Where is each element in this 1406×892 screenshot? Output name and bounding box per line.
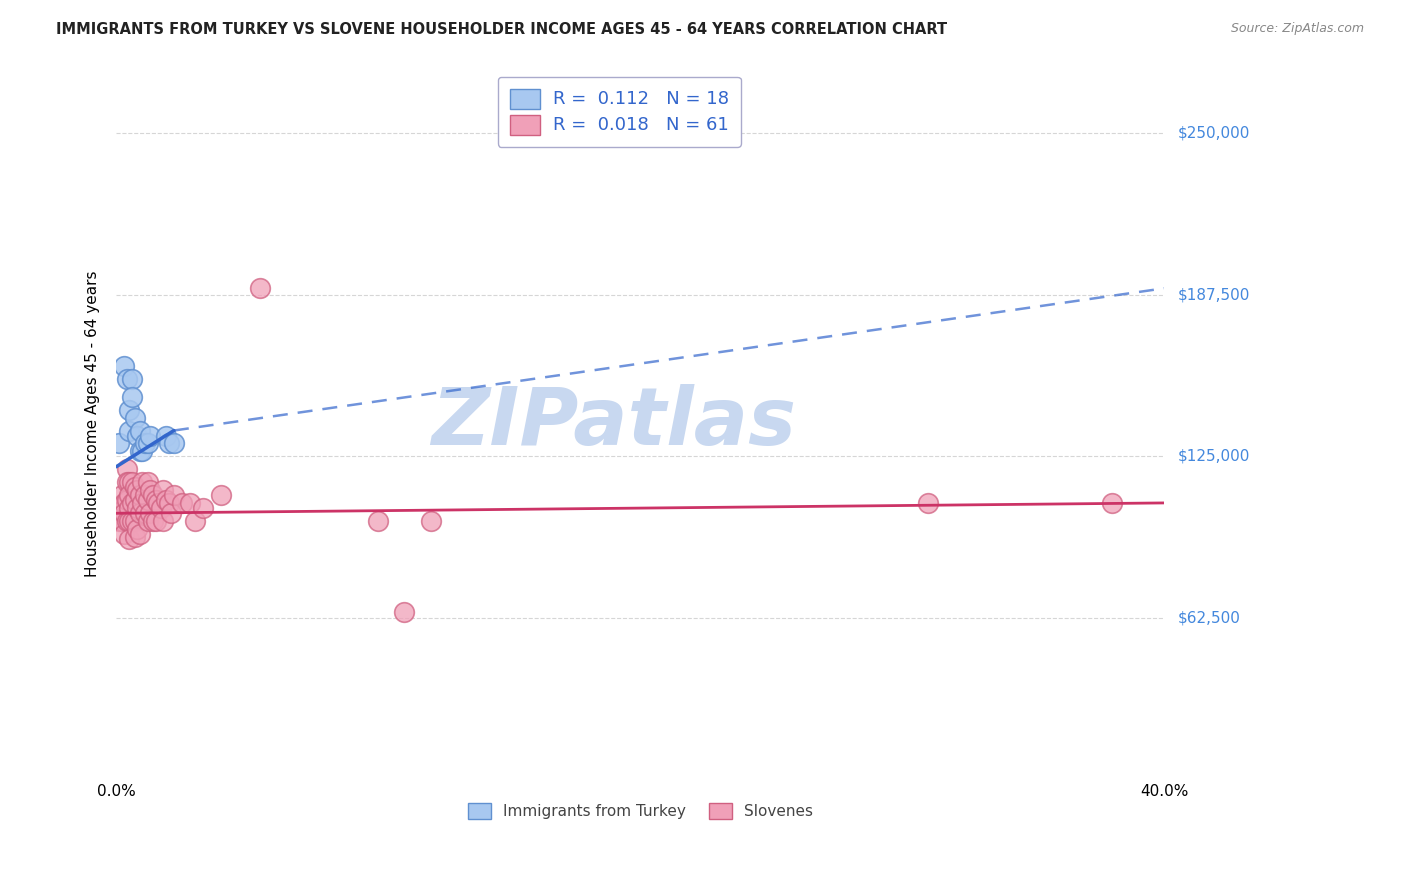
Point (136, 475, 159, 490)
Text: $62,500: $62,500 (1178, 610, 1241, 625)
Point (136, 493, 159, 508)
Point (134, 488, 156, 502)
Point (142, 488, 165, 502)
Point (184, 514, 207, 528)
Text: Source: ZipAtlas.com: Source: ZipAtlas.com (1230, 22, 1364, 36)
Point (112, 496, 135, 510)
Point (191, 501, 214, 516)
Point (136, 514, 159, 528)
Point (128, 527, 150, 541)
Point (139, 428, 162, 442)
Point (128, 506, 150, 520)
Point (112, 527, 135, 541)
Point (115, 493, 138, 508)
Point (1101, 496, 1123, 510)
Point (118, 424, 141, 438)
Point (163, 436, 186, 450)
Point (128, 424, 150, 438)
Point (121, 390, 143, 404)
Point (148, 496, 170, 510)
Point (394, 605, 416, 619)
Point (249, 281, 271, 295)
Point (110, 488, 132, 502)
Point (152, 514, 174, 528)
Point (110, 514, 132, 528)
Point (118, 501, 141, 516)
Point (124, 514, 146, 528)
Point (209, 488, 232, 502)
Point (139, 483, 162, 497)
Point (112, 359, 135, 373)
Text: $250,000: $250,000 (1178, 126, 1250, 141)
Text: IMMIGRANTS FROM TURKEY VS SLOVENE HOUSEHOLDER INCOME AGES 45 - 64 YEARS CORRELAT: IMMIGRANTS FROM TURKEY VS SLOVENE HOUSEH… (56, 22, 948, 37)
Point (118, 532, 141, 546)
Text: ZIPatlas: ZIPatlas (432, 384, 797, 462)
Point (179, 496, 201, 510)
Point (108, 436, 131, 450)
Point (419, 514, 441, 528)
Point (136, 436, 159, 450)
Point (142, 514, 165, 528)
Point (155, 428, 177, 442)
Point (124, 530, 146, 544)
Point (121, 372, 143, 386)
Point (131, 444, 153, 458)
Point (134, 436, 156, 450)
Point (145, 493, 167, 508)
Point (108, 514, 131, 528)
Point (367, 514, 389, 528)
Point (145, 514, 167, 528)
Point (127, 428, 149, 442)
Point (917, 496, 939, 510)
Text: $125,000: $125,000 (1178, 449, 1250, 464)
Point (157, 436, 180, 450)
Legend: Immigrants from Turkey, Slovenes: Immigrants from Turkey, Slovenes (461, 797, 818, 825)
Point (124, 480, 146, 494)
Point (131, 496, 153, 510)
Point (124, 410, 146, 425)
Point (157, 496, 180, 510)
Point (115, 462, 138, 476)
Y-axis label: Householder Income Ages 45 - 64 years: Householder Income Ages 45 - 64 years (86, 271, 100, 577)
Point (131, 475, 153, 490)
Point (152, 483, 174, 497)
Point (118, 402, 141, 417)
Point (127, 483, 149, 497)
Point (134, 506, 156, 520)
Point (115, 372, 138, 386)
Point (118, 514, 141, 528)
Point (115, 475, 138, 490)
Point (160, 506, 183, 520)
Point (121, 475, 143, 490)
Point (139, 506, 162, 520)
Point (128, 488, 150, 502)
Point (108, 501, 131, 516)
Point (128, 444, 150, 458)
Point (121, 514, 143, 528)
Point (127, 501, 149, 516)
Text: $187,500: $187,500 (1178, 287, 1250, 302)
Point (112, 506, 135, 520)
Point (124, 493, 146, 508)
Point (127, 522, 149, 536)
Point (163, 488, 186, 502)
Point (155, 493, 177, 508)
Point (118, 488, 141, 502)
Point (118, 475, 141, 490)
Point (149, 501, 172, 516)
Point (121, 496, 143, 510)
Point (170, 496, 193, 510)
Point (115, 514, 138, 528)
